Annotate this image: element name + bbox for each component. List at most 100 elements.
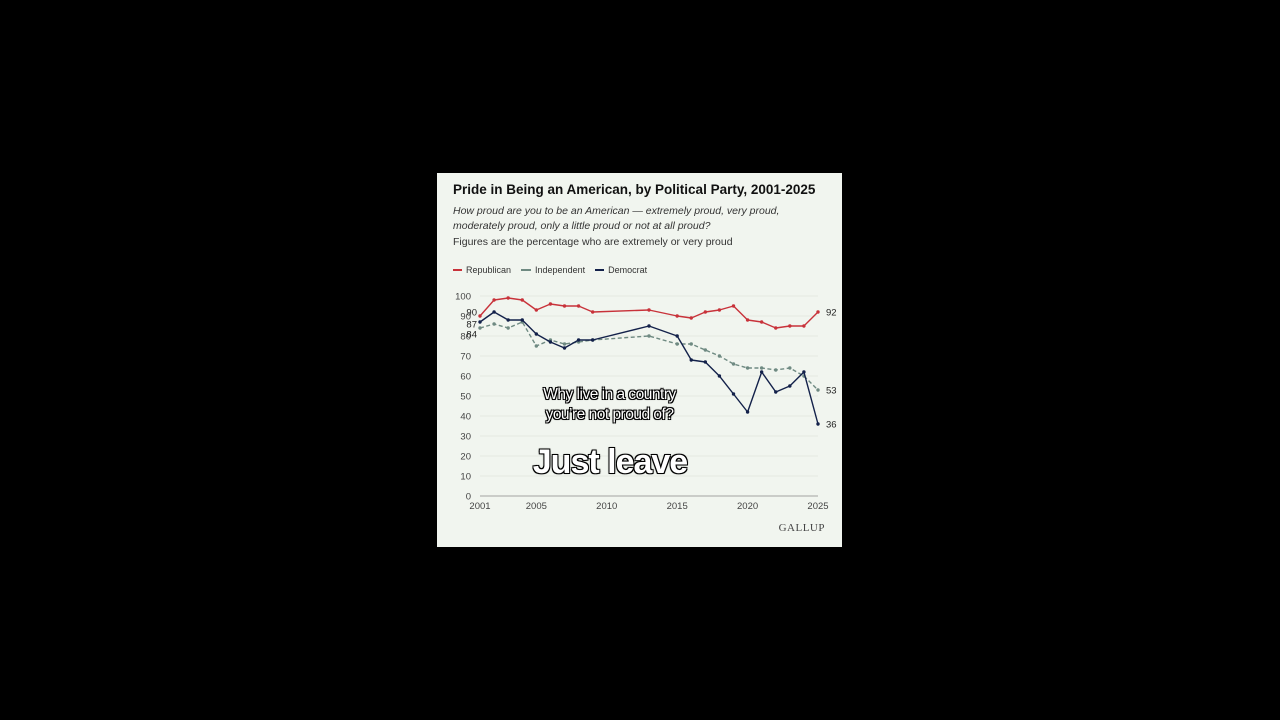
y-tick-label-100: 100 [455,292,471,303]
chart-note: Figures are the percentage who are extre… [453,236,733,248]
data-point-independent-2020 [745,366,750,370]
data-point-democrat-2007 [562,346,567,350]
y-tick-label-0: 0 [466,492,471,503]
data-point-democrat-2017 [703,360,708,364]
data-point-independent-2015 [675,342,679,346]
chart-subtitle: How proud are you to be an American — ex… [453,205,780,232]
data-point-republican-2022 [774,326,778,330]
data-point-independent-2016 [689,342,693,346]
data-point-democrat-2019 [731,392,736,396]
data-point-democrat-2006 [548,340,553,344]
data-point-republican-2021 [759,320,764,324]
legend-label-democrat: Democrat [608,265,648,275]
data-point-republican-2004 [520,298,524,302]
data-point-democrat-2015 [675,334,679,338]
legend-swatch-independent [521,269,532,271]
start-label-independent: 84 [466,330,477,341]
data-point-democrat-2013 [647,324,651,328]
x-tick-label-2020: 2020 [737,501,758,512]
x-tick-label-2001: 2001 [469,501,490,512]
data-point-independent-2023 [788,366,792,370]
end-label-democrat: 36 [826,420,837,431]
legend-label-republican: Republican [466,265,512,275]
data-point-republican-2020 [745,318,750,322]
data-point-republican-2024 [802,324,806,328]
y-tick-label-50: 50 [460,392,471,403]
data-point-independent-2017 [703,348,708,352]
data-point-democrat-2009 [590,338,595,342]
data-point-republican-2013 [647,308,651,312]
data-point-republican-2007 [562,304,567,308]
overlay-caption: Why live in a country you’re not proud o… [517,385,702,425]
overlay-headline: Just leave [532,442,689,481]
y-tick-label-10: 10 [460,472,471,483]
data-point-independent-2002 [492,322,496,326]
data-point-democrat-2002 [492,310,496,314]
data-point-democrat-2003 [506,318,510,322]
data-point-democrat-2023 [788,384,792,388]
data-point-republican-2008 [576,304,581,308]
data-point-republican-2001 [478,314,482,318]
y-tick-label-80: 80 [460,332,471,343]
data-point-democrat-2008 [576,338,581,342]
legend-item-democrat: Democrat [595,265,647,275]
data-point-republican-2002 [492,298,496,302]
data-point-republican-2023 [788,324,792,328]
gallup-logo: GALLUP [778,522,825,534]
data-point-independent-2003 [506,326,510,330]
data-point-independent-2013 [647,334,651,338]
y-tick-label-70: 70 [460,352,471,363]
legend-swatch-democrat [595,269,605,271]
start-label-republican: 90 [466,308,477,319]
end-label-independent: 53 [826,386,837,397]
data-point-republican-2009 [590,310,595,314]
data-point-republican-2018 [717,308,722,312]
data-point-republican-2016 [689,316,693,320]
data-point-independent-2005 [534,344,539,348]
data-point-democrat-2022 [774,390,778,394]
data-point-independent-2022 [774,368,778,372]
data-point-republican-2005 [534,308,539,312]
x-tick-label-2005: 2005 [526,501,547,512]
data-point-republican-2015 [675,314,679,318]
y-tick-label-30: 30 [460,432,471,443]
y-tick-label-40: 40 [460,412,471,423]
chart-card: Pride in Being an American, by Political… [437,173,842,547]
data-point-democrat-2021 [759,370,764,374]
data-point-independent-2019 [731,362,736,366]
data-point-democrat-2005 [534,332,539,336]
end-label-republican: 92 [826,308,837,319]
data-point-democrat-2016 [689,358,693,362]
data-point-republican-2019 [731,304,736,308]
overlay-line-1: Why live in a country [543,385,677,403]
data-point-independent-2021 [759,366,764,370]
x-tick-label-2025: 2025 [807,501,828,512]
chart-title: Pride in Being an American, by Political… [453,182,816,197]
legend-swatch-republican [453,269,462,271]
series-line-republican [479,297,819,329]
data-point-independent-2018 [717,354,722,358]
data-point-democrat-2004 [520,318,524,322]
data-point-democrat-2020 [745,410,750,414]
legend-item-republican: Republican [453,265,511,275]
line-chart: 0 10 20 30 40 50 60 70 80 90 100 2001 2005 2010 2015 20… [455,292,837,513]
data-point-democrat-2025 [816,422,820,426]
x-tick-label-2010: 2010 [596,501,617,512]
y-tick-label-20: 20 [460,452,471,463]
data-point-independent-2007 [562,342,567,346]
data-point-democrat-2024 [802,370,806,374]
data-point-independent-2025 [816,388,820,392]
legend-label-independent: Independent [535,265,586,275]
y-tick-label-90: 90 [460,312,471,323]
legend: Republican Independent Democrat [453,265,647,275]
start-label-democrat: 87 [466,320,477,331]
overlay-line-2: you’re not proud of? [545,405,675,423]
data-point-republican-2017 [703,310,708,314]
y-tick-label-60: 60 [460,372,471,383]
x-tick-label-2015: 2015 [667,501,688,512]
data-point-independent-2001 [478,326,482,330]
data-point-republican-2006 [548,302,553,306]
legend-item-independent: Independent [521,265,585,275]
data-point-democrat-2018 [717,374,722,378]
data-point-republican-2025 [816,310,820,314]
